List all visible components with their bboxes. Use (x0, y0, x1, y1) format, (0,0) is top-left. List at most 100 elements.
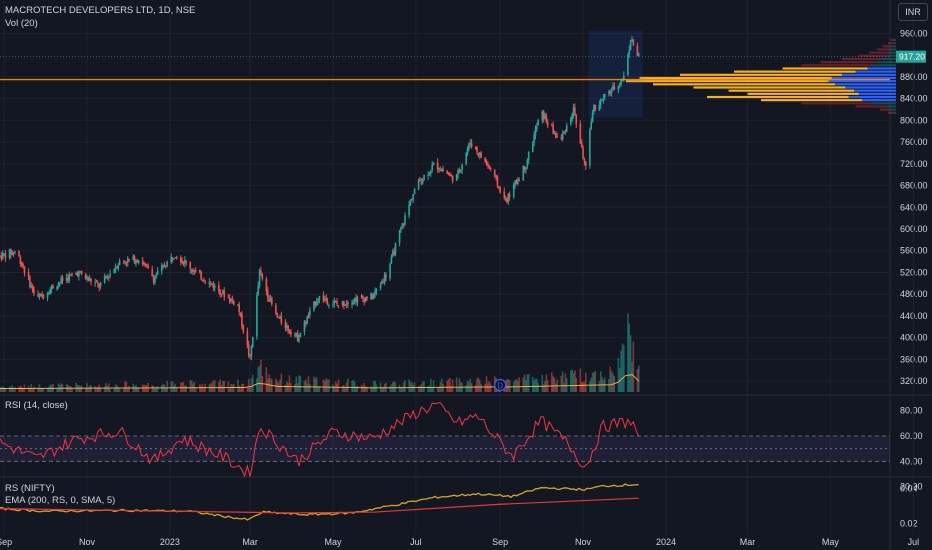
time-tick-label: Mar (242, 537, 258, 547)
volume-bar (232, 384, 235, 392)
candle-body (637, 53, 640, 56)
candle-body (99, 282, 102, 287)
candle-body (19, 256, 22, 264)
candle-body (457, 169, 459, 175)
candle-body (408, 204, 410, 216)
volume-profile-bar (867, 67, 896, 70)
volume-bar (450, 385, 453, 392)
volume-bar (420, 384, 423, 392)
candle-body (541, 111, 544, 121)
candle-body (608, 91, 610, 94)
candle-body (60, 278, 62, 283)
volume-bar (366, 386, 368, 392)
candle-body (201, 279, 204, 281)
candle-body (522, 165, 525, 181)
candle-body (190, 270, 193, 272)
volume-bar (75, 382, 77, 392)
volume-bar (318, 386, 321, 392)
candle-body (230, 298, 232, 302)
volume-bar (296, 383, 299, 392)
volume-bar (238, 385, 241, 392)
candle-body (105, 275, 107, 278)
candle-body (620, 79, 622, 85)
candle-body (20, 262, 23, 266)
volume-bar (480, 383, 482, 392)
candle-body (11, 251, 14, 255)
volume-bar (220, 385, 223, 392)
candle-body (76, 272, 79, 277)
volume-bar (421, 381, 424, 392)
volume-bar (90, 385, 92, 392)
candle-body (545, 115, 548, 122)
candle-body (237, 304, 239, 306)
candle-body (79, 271, 81, 273)
volume-bar (165, 387, 167, 392)
candle-body (222, 289, 224, 294)
volume-bar (299, 375, 302, 392)
candle-body (347, 302, 349, 305)
volume-bar (602, 379, 605, 392)
volume-profile-bar (761, 99, 863, 102)
volume-profile-bar (828, 80, 896, 83)
candle-body (324, 299, 326, 301)
candle-body (632, 39, 635, 46)
volume-bar (523, 374, 526, 392)
candle-body (374, 290, 376, 295)
candle-body (351, 303, 353, 305)
volume-bar (325, 378, 327, 392)
volume-bar (87, 388, 90, 392)
volume-bar (487, 383, 489, 392)
candle-body (33, 289, 35, 294)
candle-body (38, 295, 41, 298)
volume-bar (608, 378, 610, 392)
volume-bar (564, 373, 567, 392)
volume-bar (118, 388, 121, 392)
candle-body (523, 166, 526, 170)
volume-bar (97, 386, 99, 392)
volume-bar (427, 385, 429, 392)
candle-body (29, 276, 31, 287)
volume-bar (151, 385, 154, 392)
volume-bar (4, 388, 7, 392)
volume-bar (185, 385, 187, 392)
candle-body (87, 277, 90, 280)
volume-bar (515, 379, 518, 392)
candle-body (366, 296, 368, 300)
currency-button[interactable]: INR (898, 3, 928, 21)
volume-profile-bar (862, 99, 896, 102)
candle-body (181, 261, 183, 263)
volume-bar (294, 383, 296, 392)
volume-bar (12, 388, 15, 392)
candle-body (517, 179, 519, 185)
volume-bar (231, 384, 234, 392)
candle-body (103, 276, 106, 283)
volume-bar (144, 385, 147, 392)
candle-body (12, 252, 15, 254)
volume-profile-bar (801, 64, 873, 67)
time-tick-label: 2023 (160, 537, 180, 547)
volume-bar (37, 388, 39, 392)
candle-body (223, 290, 226, 298)
volume-bar (124, 381, 126, 392)
candle-body (185, 260, 187, 263)
candle-body (343, 300, 345, 306)
candle-body (461, 164, 463, 171)
volume-bar (507, 379, 510, 392)
candle-body (449, 174, 451, 176)
candle-body (256, 295, 258, 337)
candle-body (518, 180, 520, 182)
candle-body (328, 304, 330, 306)
candle-body (430, 170, 432, 174)
volume-bar (565, 378, 568, 392)
volume-bar (156, 385, 159, 392)
candle-body (117, 265, 120, 269)
rsi-tick-label: 60.00 (900, 431, 923, 441)
candle-body (97, 282, 99, 284)
rs-indicator-label: RS (NIFTY) (5, 483, 55, 494)
volume-bar (122, 387, 125, 392)
candle-body (537, 119, 540, 126)
candle-body (400, 227, 402, 230)
candle-body (580, 142, 583, 147)
candle-body (381, 281, 383, 285)
